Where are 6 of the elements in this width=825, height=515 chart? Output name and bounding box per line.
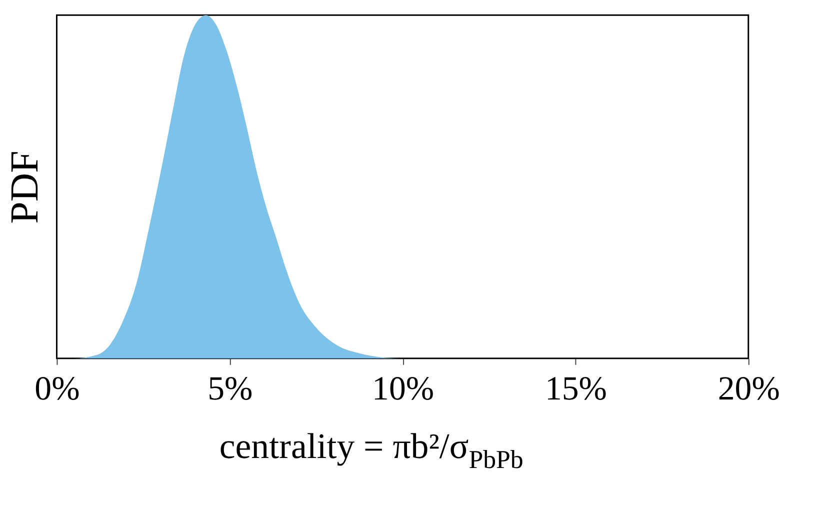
x-tick-label: 0% <box>34 370 80 408</box>
x-tick-label: 5% <box>208 370 253 408</box>
x-tick-label: 10% <box>372 370 434 408</box>
y-axis-title: PDF <box>2 150 46 224</box>
x-tick-label: 20% <box>718 370 780 408</box>
x-tick-label: 15% <box>544 370 607 408</box>
